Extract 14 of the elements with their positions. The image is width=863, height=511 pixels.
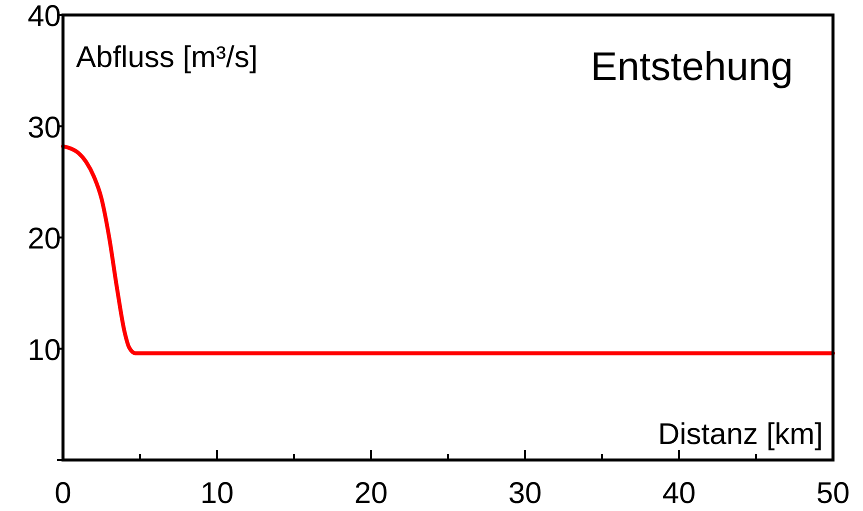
y-axis-title: Abfluss [m³/s] [76, 41, 258, 74]
x-tick-label: 20 [354, 477, 388, 510]
y-tick-label: 30 [28, 111, 61, 144]
x-tick-label: 10 [200, 477, 234, 510]
y-tick-label: 10 [28, 334, 61, 367]
x-tick-label: 0 [54, 477, 72, 510]
line-series [61, 144, 835, 356]
y-tick-label: 40 [28, 0, 61, 33]
x-tick-label: 40 [662, 477, 696, 510]
text: Entstehung [590, 45, 793, 89]
y-tick-label: 20 [28, 222, 61, 256]
x-axis-title: Distanz [km] [658, 418, 823, 451]
x-tick-label: 50 [816, 477, 850, 510]
x-tick-label: 30 [508, 477, 542, 510]
